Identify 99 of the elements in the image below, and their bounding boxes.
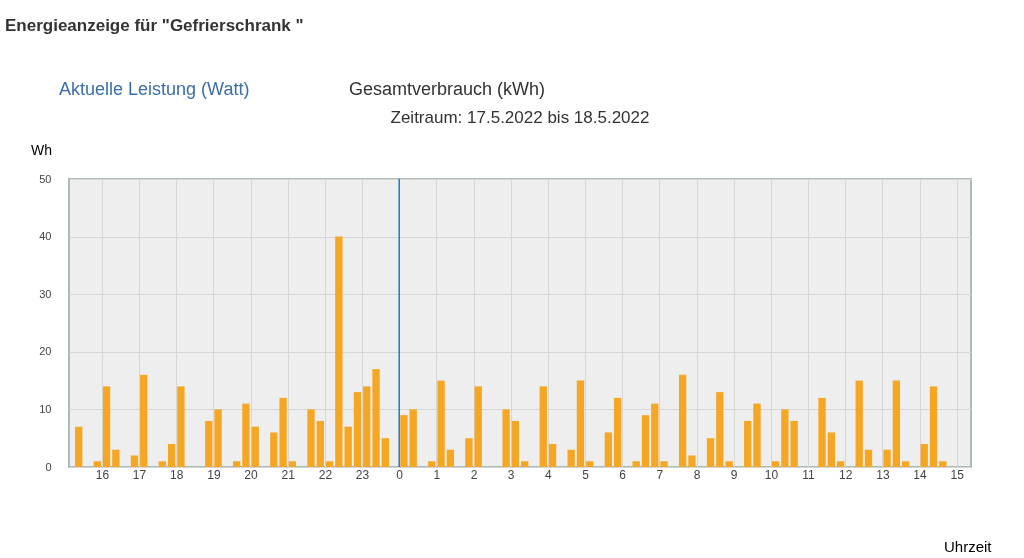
bar <box>502 409 510 467</box>
x-tick-label: 7 <box>656 467 664 482</box>
bar <box>613 397 622 467</box>
bar <box>929 386 938 467</box>
bar <box>158 461 166 467</box>
bar <box>521 461 529 467</box>
bar <box>270 432 278 467</box>
y-tick-label: 10 <box>39 402 52 415</box>
bar <box>548 443 557 467</box>
x-tick-label: 13 <box>876 467 890 482</box>
x-tick-label: 18 <box>170 467 184 482</box>
bar <box>288 461 297 467</box>
x-tick-label: 14 <box>913 467 928 482</box>
bar <box>511 420 520 467</box>
bar <box>725 461 733 467</box>
bar <box>325 461 334 467</box>
x-tick-label: 17 <box>132 467 147 482</box>
bar <box>632 461 640 467</box>
x-tick-label: 15 <box>950 467 965 482</box>
x-tick-label: 8 <box>693 467 701 482</box>
bar <box>744 420 752 467</box>
x-tick-label: 2 <box>470 467 478 482</box>
bar <box>920 443 928 467</box>
bar <box>706 438 715 467</box>
x-axis-title: Uhrzeit <box>943 537 993 555</box>
x-tick-label: 11 <box>802 467 816 482</box>
x-tick-label: 9 <box>730 467 738 482</box>
y-tick-label: 50 <box>39 172 52 185</box>
bar <box>372 369 380 467</box>
y-tick-label: 20 <box>39 345 52 358</box>
bar <box>353 392 362 467</box>
bar <box>604 432 612 467</box>
bar <box>140 374 148 467</box>
y-tick-label: 30 <box>39 287 52 300</box>
x-tick-label: 16 <box>95 467 110 482</box>
bar <box>465 438 473 467</box>
bar <box>409 409 417 467</box>
bar <box>446 449 455 467</box>
bar <box>167 443 176 467</box>
chart-title: Energieanzeige für "Gefrierschrank " <box>5 16 304 35</box>
bar <box>102 386 111 467</box>
bar <box>641 415 650 467</box>
x-tick-label: 10 <box>764 467 779 482</box>
y-tick-label: 40 <box>39 230 52 243</box>
x-tick-label: 1 <box>433 467 441 482</box>
bar <box>567 449 575 467</box>
x-tick-label: 3 <box>507 467 515 482</box>
x-tick-label: 23 <box>355 467 370 482</box>
bar <box>892 380 901 467</box>
text: Gesamtverbrauch (kWh) <box>349 79 546 99</box>
bar <box>855 380 863 467</box>
bar <box>939 461 947 467</box>
bar <box>901 461 910 467</box>
bar <box>130 455 139 467</box>
bar <box>93 461 101 467</box>
bar <box>75 426 83 467</box>
bar <box>883 449 891 467</box>
x-tick-label: 22 <box>318 467 333 482</box>
bar <box>214 409 222 467</box>
bar <box>688 455 696 467</box>
bar <box>251 426 259 467</box>
bar <box>381 438 389 467</box>
bar <box>112 449 120 467</box>
text: Aktuelle Leistung (Watt) <box>59 79 250 99</box>
bar <box>428 461 436 467</box>
x-tick-label: 20 <box>244 467 259 482</box>
bar <box>818 397 826 467</box>
bar <box>678 374 687 467</box>
bar <box>539 386 547 467</box>
bar <box>363 386 371 467</box>
x-tick-label: 12 <box>839 467 853 482</box>
bar <box>177 386 185 467</box>
x-tick-label: 0 <box>396 467 404 482</box>
x-tick-label: 6 <box>619 467 627 482</box>
bar <box>242 403 250 467</box>
bar <box>279 397 287 467</box>
y-axis-title: Wh <box>31 141 52 158</box>
bar <box>836 461 845 467</box>
bar <box>864 449 873 467</box>
x-tick-label: 21 <box>281 467 296 482</box>
bar <box>400 415 408 467</box>
bar <box>205 420 213 467</box>
bar <box>232 461 241 467</box>
bar <box>753 403 761 467</box>
bar <box>660 461 668 467</box>
x-tick-label: 5 <box>582 467 590 482</box>
bar <box>827 432 835 467</box>
bar <box>474 386 482 467</box>
x-tick-label: 19 <box>207 467 221 482</box>
bar <box>586 461 594 467</box>
bar <box>437 380 445 467</box>
bar <box>307 409 315 467</box>
bar <box>576 380 585 467</box>
x-tick-label: 4 <box>545 467 553 482</box>
bar <box>316 420 324 467</box>
bar <box>716 392 724 467</box>
bar <box>651 403 659 467</box>
chart-subtitle: Zeitraum: 17.5.2022 bis 18.5.2022 <box>390 108 650 127</box>
bar <box>771 461 780 467</box>
